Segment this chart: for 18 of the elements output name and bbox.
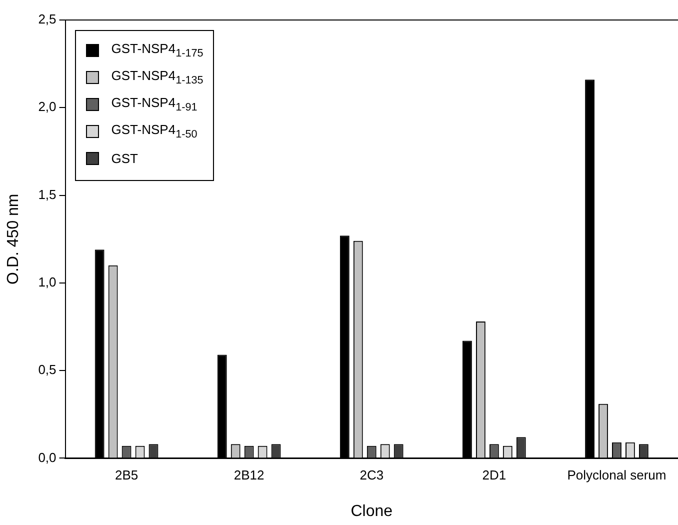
legend-label: GST-NSP4$_{1-175}$ [111, 41, 204, 60]
y-tick-label: 1,5 [38, 186, 56, 202]
y-tick-label: 0,5 [38, 362, 56, 378]
y-axis-title: O.D. 450 nm [5, 194, 22, 284]
x-axis-title: Clone [350, 502, 393, 520]
x-tick-label: 2B5 [114, 468, 138, 483]
y-tick-label: 2,5 [38, 12, 56, 27]
y-tick-label: 2,0 [38, 99, 56, 114]
x-tick-label: 2B12 [234, 468, 264, 483]
legend-label: GST [111, 151, 138, 166]
x-tick-label: Polyclonal serum [567, 468, 666, 483]
legend-label: GST-NSP4$_{1-135}$ [111, 68, 204, 87]
x-tick-label: 2C3 [360, 468, 384, 483]
x-tick-label: 2D1 [482, 468, 506, 483]
legend-label: GST-NSP4$_{1-91}$ [111, 95, 198, 114]
y-tick-label: 1,0 [38, 274, 56, 290]
legend-label: GST-NSP4$_{1-50}$ [111, 122, 198, 141]
y-tick-label: 0,0 [38, 450, 56, 465]
